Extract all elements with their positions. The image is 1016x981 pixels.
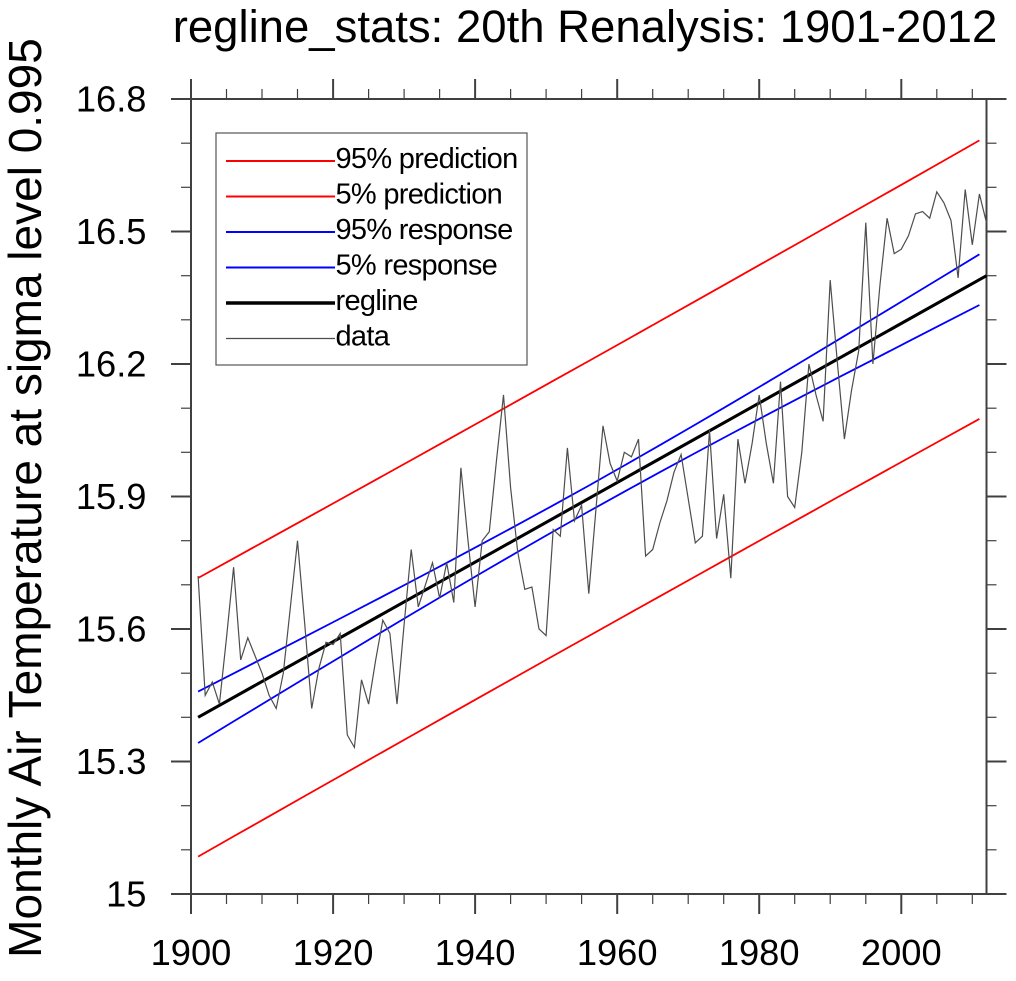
svg-text:1980: 1980 xyxy=(719,932,800,973)
svg-text:1900: 1900 xyxy=(151,932,232,973)
svg-text:1960: 1960 xyxy=(577,932,658,973)
svg-text:95% response: 95% response xyxy=(336,214,513,246)
svg-text:regline: regline xyxy=(336,285,418,317)
svg-text:5% response: 5% response xyxy=(336,250,498,282)
svg-text:1940: 1940 xyxy=(435,932,516,973)
svg-text:15.3: 15.3 xyxy=(76,741,147,782)
svg-text:16.8: 16.8 xyxy=(76,79,147,120)
svg-text:5% prediction: 5% prediction xyxy=(336,179,503,211)
svg-text:95% prediction: 95% prediction xyxy=(336,143,518,175)
svg-text:16.2: 16.2 xyxy=(76,344,147,385)
svg-text:15: 15 xyxy=(106,874,146,915)
svg-text:16.5: 16.5 xyxy=(76,211,147,252)
svg-text:1920: 1920 xyxy=(293,932,374,973)
svg-text:2000: 2000 xyxy=(861,932,942,973)
svg-text:15.9: 15.9 xyxy=(76,476,147,517)
svg-text:regline_stats: 20th Renalysis:: regline_stats: 20th Renalysis: 1901-2012 xyxy=(173,1,998,52)
svg-text:Monthly Air Temperature at sig: Monthly Air Temperature at sigma level 0… xyxy=(0,38,51,958)
svg-text:15.6: 15.6 xyxy=(76,609,147,650)
svg-text:data: data xyxy=(336,321,391,353)
